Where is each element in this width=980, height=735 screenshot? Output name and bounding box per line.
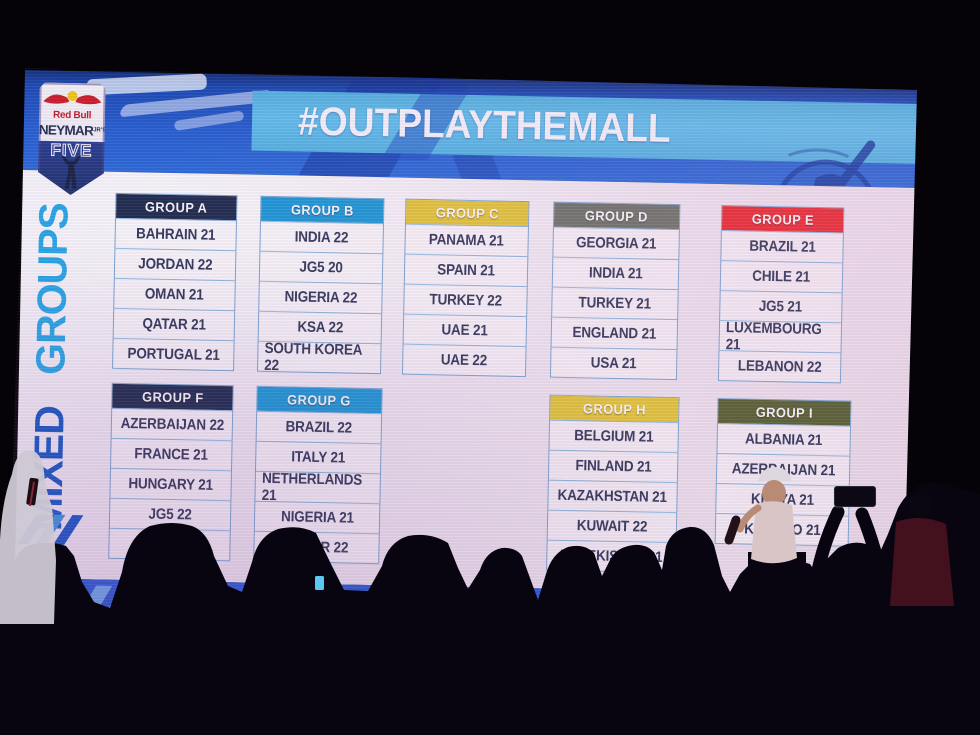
mixed-word: MIXED: [24, 405, 73, 531]
group-table-b: GROUP B INDIA 22 JG5 20 NIGERIA 22 KSA 2…: [256, 195, 385, 375]
team-cell: OMAN 21: [114, 277, 235, 311]
team-cell: AZERBAIJAN 21: [716, 452, 850, 486]
team-cell: QATAR 22: [254, 530, 379, 564]
team-cell: SOUTH KOREA 22: [258, 339, 381, 374]
player-silhouette-icon: [55, 153, 88, 192]
group-table-f: GROUP F AZERBAIJAN 22 FRANCE 21 HUNGARY …: [108, 382, 234, 562]
team-cell: OMAN 22: [109, 527, 230, 561]
team-cell: SPAIN 21: [404, 253, 528, 287]
group-header: GROUP I: [718, 398, 851, 426]
group-header: GROUP B: [261, 196, 384, 224]
team-cell: USA 21: [550, 346, 677, 380]
group-table-i: GROUP I ALBANIA 21 AZERBAIJAN 21 KENYA 2…: [714, 397, 852, 547]
team-cell: KSA 22: [258, 310, 382, 344]
group-header: GROUP F: [112, 383, 233, 411]
team-cell: BELGIUM 21: [549, 419, 679, 453]
team-cell: JG5 20: [259, 250, 383, 284]
team-cell: HUNGARY 21: [110, 467, 232, 501]
group-header: GROUP G: [257, 386, 382, 414]
team-cell: BAHRAIN 21: [115, 217, 237, 251]
team-cell: LUXEMBOURG 21: [719, 319, 842, 353]
neymar-wordmark: NEYMARJR'S: [38, 122, 107, 139]
team-cell: KOSOVO 21: [715, 512, 849, 546]
graffiti-stroke: [118, 89, 273, 118]
team-cell: UAE 22: [402, 343, 526, 377]
team-cell: FINLAND 21: [548, 449, 678, 483]
team-cell: PORTUGAL 21: [113, 337, 234, 371]
team-cell: PANAMA 21: [405, 223, 528, 257]
group-header: GROUP C: [405, 199, 529, 227]
team-cell: CHILE 21: [720, 260, 843, 293]
team-cell: INDIA 21: [552, 256, 679, 290]
group-header: GROUP E: [721, 206, 844, 233]
graffiti-stroke: [173, 110, 245, 132]
team-cell: BRAZIL 21: [721, 230, 843, 263]
group-header: GROUP A: [116, 193, 237, 221]
group-table-d: GROUP D GEORGIA 21 INDIA 21 TURKEY 21 EN…: [549, 201, 681, 381]
team-cell: NETHERLANDS 21: [255, 469, 380, 504]
group-table-a: GROUP A BAHRAIN 21 JORDAN 22 OMAN 21 QAT…: [112, 192, 238, 372]
team-cell: LEBANON 22: [718, 349, 841, 383]
soccer-ball-icon: [772, 140, 878, 188]
team-cell: FRANCE 21: [111, 437, 232, 471]
redbull-wordmark: Red Bull: [52, 109, 92, 122]
team-cell: KAZAKHSTAN 21: [548, 479, 677, 513]
team-cell: ALBANIA 21: [717, 422, 851, 456]
team-cell: INDIA 22: [260, 220, 383, 254]
team-cell: JG5 22: [109, 497, 231, 531]
team-cell: NIGERIA 21: [254, 500, 380, 534]
team-cell: GEORGIA 21: [553, 226, 679, 260]
team-cell: QATAR 21: [113, 307, 235, 341]
team-cell: KUWAIT 22: [547, 509, 677, 543]
team-cell: AZERBAIJAN 22: [111, 407, 233, 441]
footer-band: [13, 577, 908, 665]
team-cell: NIGERIA 22: [259, 280, 382, 314]
group-table-h: GROUP H BELGIUM 21 FINLAND 21 KAZAKHSTAN…: [546, 394, 680, 574]
groups-word: GROUPS: [27, 202, 77, 375]
team-cell: JG5 21: [720, 290, 842, 323]
team-cell: ENGLAND 21: [551, 316, 678, 350]
team-cell: BRAZIL 22: [256, 410, 382, 444]
team-cell: UAE 21: [403, 313, 527, 347]
stripes-logo: [17, 514, 85, 545]
team-cell: UZBEKISTAN 21: [547, 539, 676, 573]
team-cell: KENYA 21: [716, 482, 849, 516]
mixed-groups-label: MIXED GROUPS: [9, 192, 94, 541]
group-header: GROUP D: [553, 202, 680, 230]
team-cell: ITALY 21: [256, 440, 381, 474]
header-band: #OUTPLAYTHEMALL: [22, 70, 917, 188]
team-cell: TURKEY 22: [404, 283, 527, 317]
redbull-neymar-five-logo: Red Bull NEYMARJR'S FIVE: [38, 82, 106, 195]
group-header: GROUP H: [550, 395, 679, 423]
group-table-c: GROUP C PANAMA 21 SPAIN 21 TURKEY 22 UAE…: [401, 198, 530, 378]
team-cell: JORDAN 22: [114, 247, 236, 281]
group-table-e: GROUP E BRAZIL 21 CHILE 21 JG5 21 LUXEMB…: [717, 205, 845, 384]
redbull-bulls-icon: [39, 85, 105, 110]
group-table-g: GROUP G BRAZIL 22 ITALY 21 NETHERLANDS 2…: [253, 385, 383, 565]
team-cell: TURKEY 21: [552, 286, 678, 320]
event-hashtag: #OUTPLAYTHEMALL: [297, 98, 672, 151]
